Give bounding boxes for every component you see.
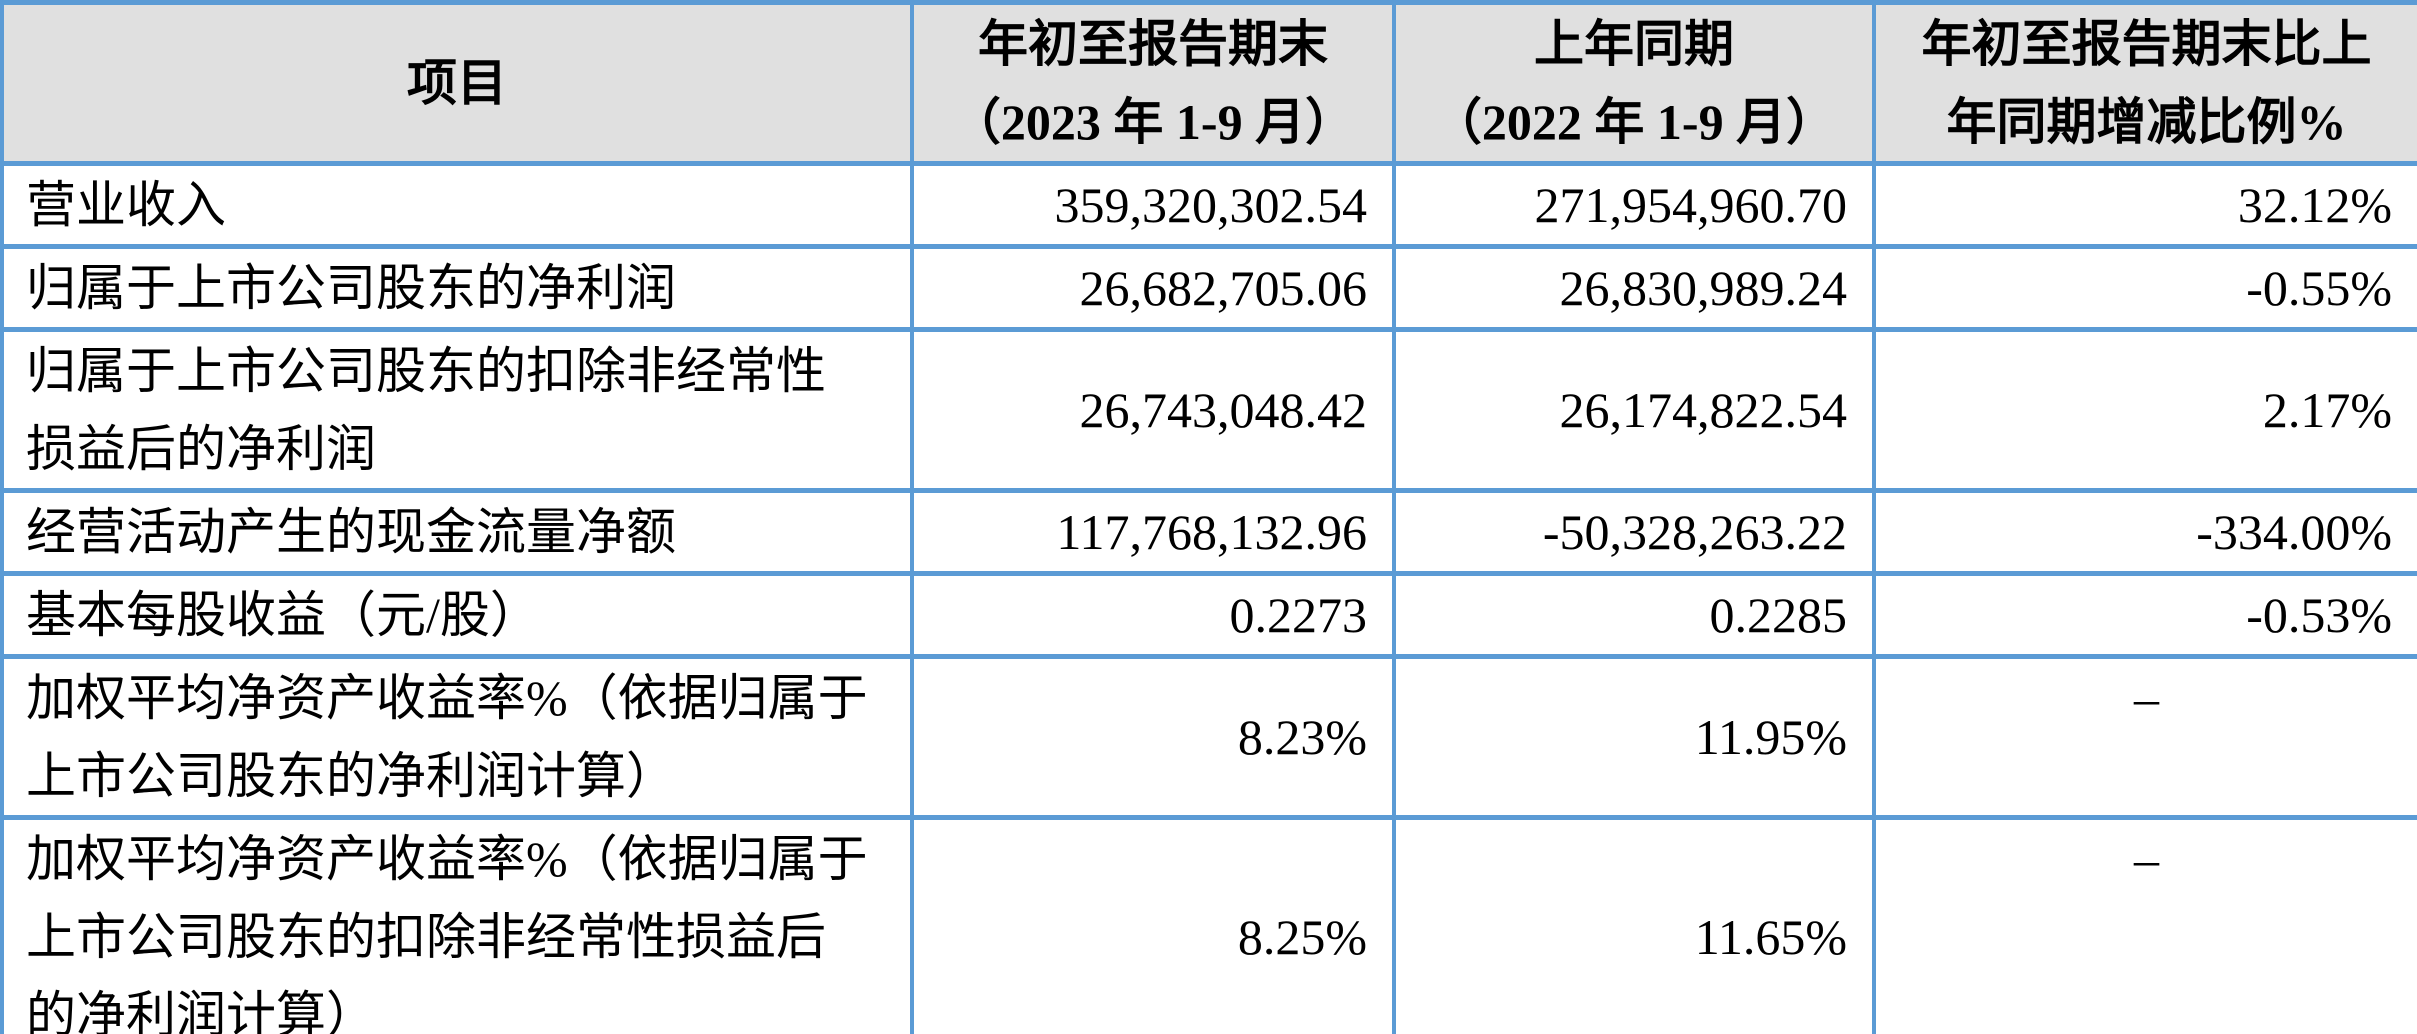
change-ratio-value: -0.55% bbox=[1872, 244, 2417, 332]
row-item-label: 营业收入 bbox=[0, 161, 914, 249]
header-prior-period-line2: （2022 年 1-9 月） bbox=[1431, 94, 1837, 150]
header-item-column: 项目 bbox=[0, 0, 914, 166]
change-ratio-value: -0.53% bbox=[1872, 571, 2417, 659]
prior-period-value: 0.2285 bbox=[1392, 571, 1876, 659]
prior-period-value: 11.95% bbox=[1392, 654, 1876, 820]
prior-period-value: 26,174,822.54 bbox=[1392, 327, 1876, 493]
change-ratio-value: 2.17% bbox=[1872, 327, 2417, 493]
table-row-net-profit: 归属于上市公司股东的净利润 26,682,705.06 26,830,989.2… bbox=[0, 244, 2417, 332]
table-row-net-profit-excl-nonrecurring: 归属于上市公司股东的扣除非经常性损益后的净利润 26,743,048.42 26… bbox=[0, 327, 2417, 493]
change-ratio-value: 32.12% bbox=[1872, 161, 2417, 249]
prior-period-value: 271,954,960.70 bbox=[1392, 161, 1876, 249]
row-item-label: 归属于上市公司股东的净利润 bbox=[0, 244, 914, 332]
header-current-period-line1: 年初至报告期末 bbox=[978, 16, 1328, 72]
change-ratio-dash: – bbox=[1872, 654, 2417, 820]
prior-period-value: -50,328,263.22 bbox=[1392, 488, 1876, 576]
header-prior-period-line1: 上年同期 bbox=[1534, 16, 1734, 72]
change-ratio-dash: – bbox=[1872, 815, 2417, 1034]
prior-period-value: 11.65% bbox=[1392, 815, 1876, 1034]
header-change-ratio-line1: 年初至报告期末比上 bbox=[1921, 16, 2372, 72]
row-item-label: 加权平均净资产收益率%（依据归属于上市公司股东的扣除非经常性损益后的净利润计算） bbox=[0, 815, 914, 1034]
change-ratio-value: -334.00% bbox=[1872, 488, 2417, 576]
table-row-weighted-roe-excl-nonrecurring: 加权平均净资产收益率%（依据归属于上市公司股东的扣除非经常性损益后的净利润计算）… bbox=[0, 815, 2417, 1034]
header-row: 项目 年初至报告期末 （2023 年 1-9 月） 上年同期 （2022 年 1… bbox=[0, 0, 2417, 166]
current-period-value: 8.23% bbox=[910, 654, 1396, 820]
header-prior-period-column: 上年同期 （2022 年 1-9 月） bbox=[1392, 0, 1876, 166]
table-row-basic-eps: 基本每股收益（元/股） 0.2273 0.2285 -0.53% bbox=[0, 571, 2417, 659]
header-current-period-column: 年初至报告期末 （2023 年 1-9 月） bbox=[910, 0, 1396, 166]
row-item-label: 基本每股收益（元/股） bbox=[0, 571, 914, 659]
row-item-label: 经营活动产生的现金流量净额 bbox=[0, 488, 914, 576]
table-row-operating-revenue: 营业收入 359,320,302.54 271,954,960.70 32.12… bbox=[0, 161, 2417, 249]
header-change-ratio-line2: 年同期增减比例% bbox=[1946, 94, 2347, 150]
row-item-label: 归属于上市公司股东的扣除非经常性损益后的净利润 bbox=[0, 327, 914, 493]
header-change-ratio-column: 年初至报告期末比上 年同期增减比例% bbox=[1872, 0, 2417, 166]
current-period-value: 117,768,132.96 bbox=[910, 488, 1396, 576]
current-period-value: 26,743,048.42 bbox=[910, 327, 1396, 493]
current-period-value: 8.25% bbox=[910, 815, 1396, 1034]
current-period-value: 0.2273 bbox=[910, 571, 1396, 659]
current-period-value: 359,320,302.54 bbox=[910, 161, 1396, 249]
header-current-period-line2: （2023 年 1-9 月） bbox=[950, 94, 1356, 150]
row-item-label: 加权平均净资产收益率%（依据归属于上市公司股东的净利润计算） bbox=[0, 654, 914, 820]
prior-period-value: 26,830,989.24 bbox=[1392, 244, 1876, 332]
table-row-weighted-roe-net-profit: 加权平均净资产收益率%（依据归属于上市公司股东的净利润计算） 8.23% 11.… bbox=[0, 654, 2417, 820]
table-row-operating-cash-flow: 经营活动产生的现金流量净额 117,768,132.96 -50,328,263… bbox=[0, 488, 2417, 576]
current-period-value: 26,682,705.06 bbox=[910, 244, 1396, 332]
